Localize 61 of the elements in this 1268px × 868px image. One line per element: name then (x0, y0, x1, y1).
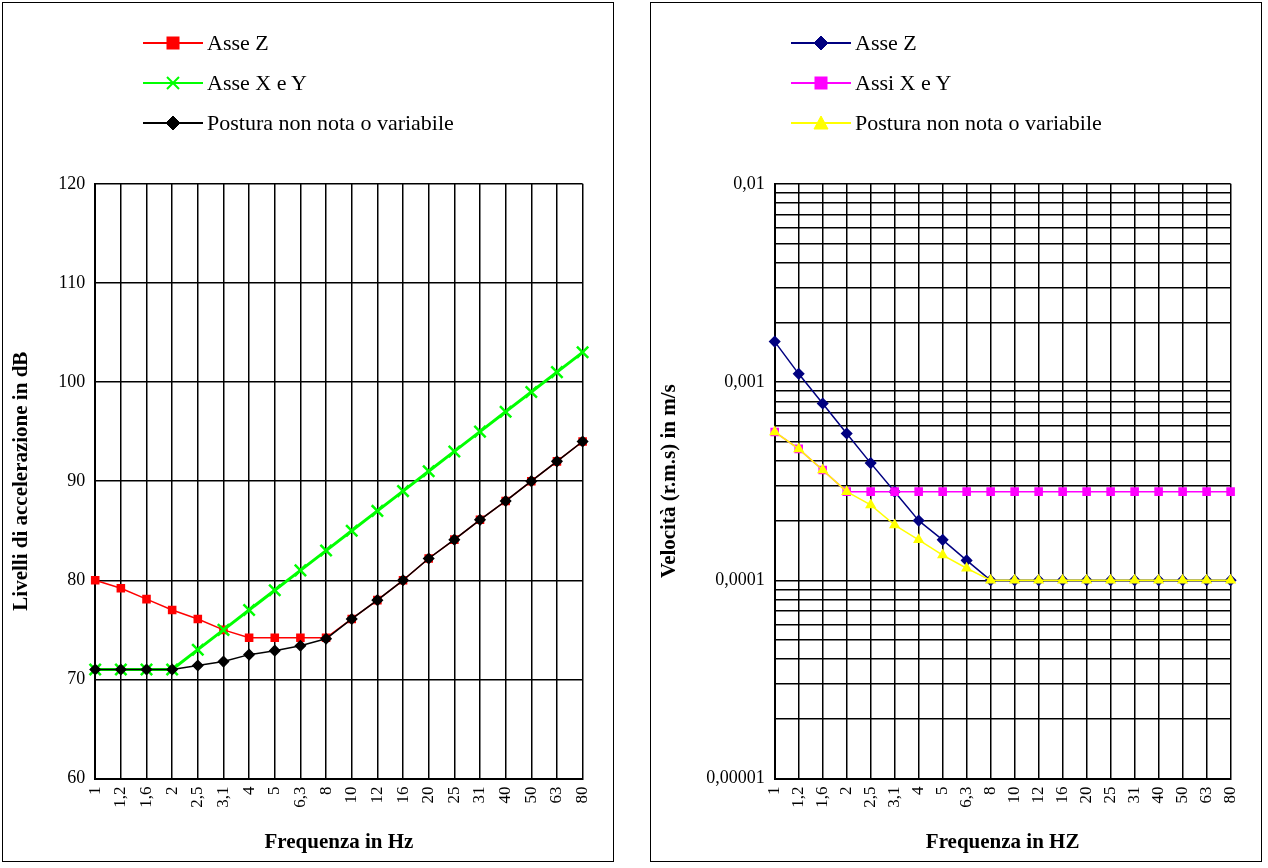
y-tick-label: 0,0001 (715, 569, 765, 590)
x-tick-label: 40 (495, 786, 515, 804)
x-tick-label: 8 (315, 786, 335, 796)
x-tick-label: 1,2 (788, 786, 808, 808)
x-tick-label: 80 (1220, 786, 1240, 804)
x-tick-label: 4 (238, 786, 258, 796)
x-tick-label: 16 (392, 786, 412, 804)
x-tick-label: 63 (546, 786, 566, 804)
x-tick-label: 63 (1196, 786, 1216, 804)
x-tick-label: 25 (443, 786, 463, 804)
y-axis-title: Livelli di accelerazione in dB (8, 351, 33, 611)
x-tick-label: 3,1 (884, 786, 904, 808)
y-tick-label: 90 (67, 469, 86, 490)
legend-label: Asse Z (207, 29, 269, 57)
legend-label: Assi X e Y (855, 69, 952, 97)
legend-label: Asse X e Y (207, 69, 307, 97)
x-tick-label: 2,5 (187, 786, 207, 808)
x-tick-label: 12 (366, 786, 386, 804)
x-tick-label: 80 (572, 786, 592, 804)
y-tick-label: 0,001 (724, 370, 765, 391)
y-tick-label: 70 (67, 668, 86, 689)
x-tick-label: 4 (908, 786, 928, 796)
x-tick-label: 31 (1124, 786, 1144, 804)
y-tick-label: 100 (58, 370, 86, 391)
x-tick-label: 50 (520, 786, 540, 804)
x-tick-label: 1,6 (135, 786, 155, 808)
x-tick-label: 25 (1100, 786, 1120, 804)
x-tick-label: 1 (764, 786, 784, 796)
x-tick-label: 50 (1172, 786, 1192, 804)
x-tick-label: 31 (469, 786, 489, 804)
x-tick-label: 20 (418, 786, 438, 804)
x-tick-label: 20 (1076, 786, 1096, 804)
x-axis-title: Frequenza in HZ (925, 828, 1080, 853)
y-tick-label: 110 (58, 271, 86, 292)
x-tick-label: 1,6 (812, 786, 832, 808)
legend-label: Postura non nota o variabile (207, 109, 454, 137)
x-tick-label: 6,3 (956, 786, 976, 808)
x-tick-label: 1,2 (110, 786, 130, 808)
x-tick-label: 10 (1004, 786, 1024, 804)
x-tick-label: 40 (1148, 786, 1168, 804)
x-tick-label: 8 (980, 786, 1000, 796)
y-tick-label: 60 (67, 767, 86, 788)
legend-label: Asse Z (855, 29, 917, 57)
y-tick-label: 80 (67, 569, 86, 590)
x-axis-title: Frequenza in Hz (264, 828, 414, 853)
y-tick-label: 0,01 (733, 172, 765, 193)
x-tick-label: 2 (161, 786, 181, 796)
x-tick-label: 5 (932, 786, 952, 796)
x-tick-label: 2 (836, 786, 856, 796)
x-tick-label: 2,5 (860, 786, 880, 808)
y-tick-label: 120 (58, 172, 86, 193)
y-axis-title: Velocità (r.m.s) in m/s (656, 384, 681, 579)
legend-label: Postura non nota o variabile (855, 109, 1102, 137)
y-tick-label: 0,00001 (706, 767, 765, 788)
x-tick-label: 1 (84, 786, 104, 796)
x-tick-label: 5 (264, 786, 284, 796)
x-tick-label: 16 (1052, 786, 1072, 804)
x-tick-label: 10 (341, 786, 361, 804)
x-tick-label: 3,1 (212, 786, 232, 808)
x-tick-label: 12 (1028, 786, 1048, 804)
x-tick-label: 6,3 (289, 786, 309, 808)
